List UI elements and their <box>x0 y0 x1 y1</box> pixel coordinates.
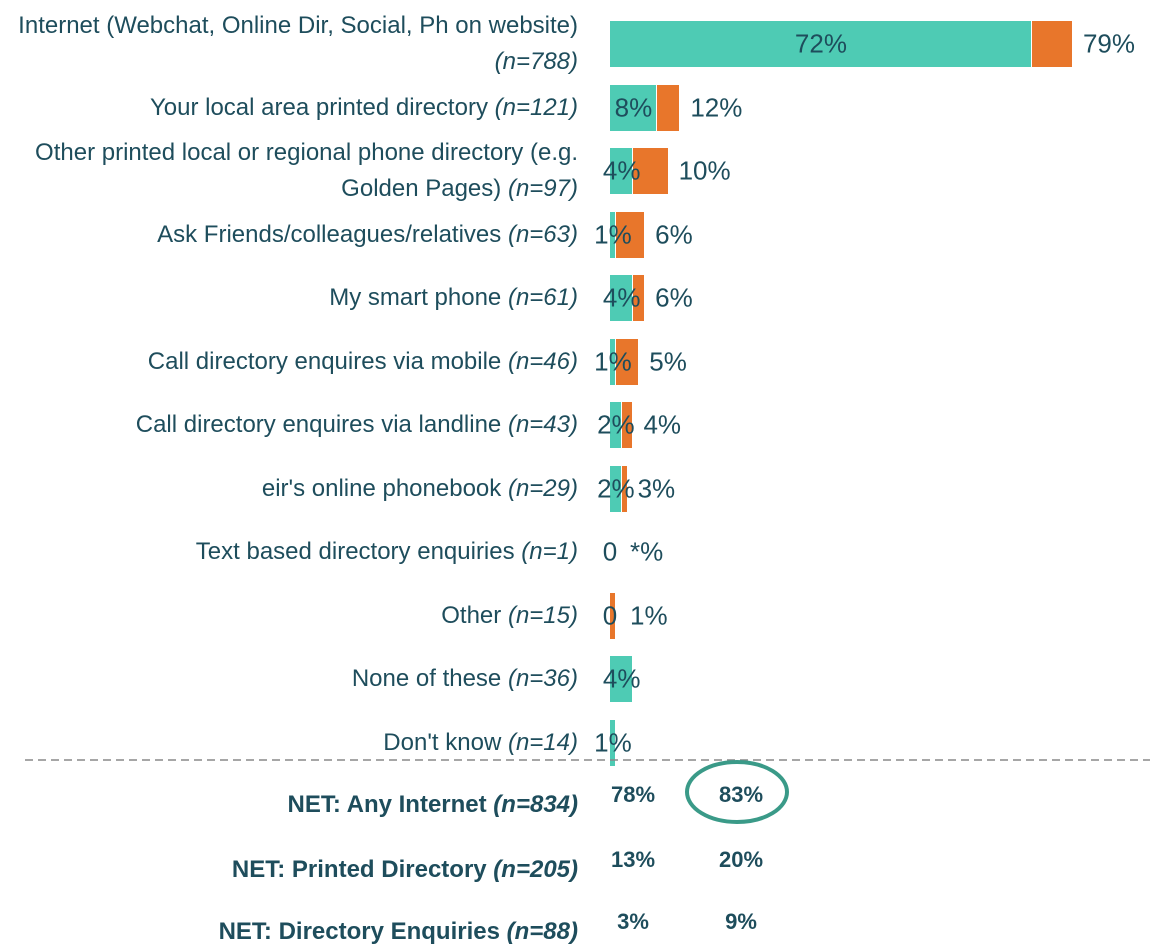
value-label: 0 <box>602 600 618 630</box>
net-first: 78% <box>610 782 656 807</box>
bar-segment <box>610 21 1032 67</box>
value-label: 1% <box>594 219 632 249</box>
total-label: 79% <box>1082 28 1135 59</box>
category-label: None of these (n=36) <box>13 661 578 697</box>
bar-segment <box>621 402 634 448</box>
category-text: None of these <box>351 665 502 692</box>
bar-segment <box>615 211 646 258</box>
value-label: 1% <box>594 346 632 376</box>
sample-size: (n=36) <box>507 665 578 692</box>
value-label: 2% <box>597 409 635 440</box>
category-label: Your local area printed directory (n=121… <box>13 90 578 126</box>
category-text: eir's online phonebook <box>261 474 502 502</box>
bar-segment <box>610 275 634 321</box>
net-total: 20% <box>718 847 764 872</box>
value-label: 72% <box>794 28 847 59</box>
bar-segment <box>615 338 640 385</box>
bar-segment <box>610 211 616 258</box>
value-label: 4% <box>602 663 641 694</box>
total-label: 5% <box>649 346 687 376</box>
bar-segment <box>610 148 634 194</box>
category-text: Don't know <box>383 728 502 756</box>
category-label: My smart phone (n=61) <box>13 280 578 316</box>
sample-size: (n=14) <box>507 728 578 756</box>
net-text: NET: Any Internet <box>287 791 487 818</box>
bar-segment <box>633 148 669 194</box>
bar-segment <box>621 465 628 512</box>
category-label: Ask Friends/colleagues/relatives (n=63) <box>13 217 578 253</box>
net-label: NET: Any Internet (n=834) <box>288 791 579 819</box>
sample-size: (n=46) <box>507 347 578 375</box>
net-first: 3% <box>617 909 649 934</box>
value-label: 8% <box>614 92 653 122</box>
bar-segment <box>610 656 634 702</box>
net-label: NET: Printed Directory (n=205) <box>232 856 578 884</box>
total-label: 1% <box>630 600 668 630</box>
total-label: 4% <box>643 409 682 440</box>
bar-segment <box>610 338 616 385</box>
sample-size: (n=15) <box>507 601 578 629</box>
bar-segment <box>610 84 657 131</box>
category-text: Call directory enquires via landline <box>135 411 502 438</box>
sample-size: (n=43) <box>507 411 578 438</box>
category-text: Text based directory enquiries <box>195 538 515 565</box>
category-text: Other <box>441 601 502 629</box>
category-label: Text based directory enquiries (n=1) <box>13 534 578 570</box>
net-text: NET: Directory Enquiries <box>218 918 500 945</box>
total-label: 10% <box>678 155 731 186</box>
net-text: NET: Printed Directory <box>231 856 487 883</box>
sample-size: (n=61) <box>507 284 578 311</box>
sample-size: (n=121) <box>494 93 578 121</box>
category-text: Ask Friends/colleagues/relatives <box>157 220 502 248</box>
total-label: 12% <box>690 92 743 122</box>
bar-segment <box>610 719 616 766</box>
bar-segment <box>1031 21 1073 67</box>
bar-segment <box>656 84 681 131</box>
total-label: 6% <box>655 219 693 249</box>
category-label: Other printed local or regional phone di… <box>13 135 578 207</box>
category-label: Call directory enquires via landline (n=… <box>13 407 578 443</box>
value-label: 1% <box>594 727 632 757</box>
category-text: Internet (Webchat, Online Dir, Social, P… <box>18 12 578 39</box>
category-label: Don't know (n=14) <box>13 725 578 761</box>
bar-segment <box>610 592 616 639</box>
category-label: eir's online phonebook (n=29) <box>13 471 578 507</box>
category-text: Other printed local or regional phone di… <box>35 139 578 202</box>
category-text: Your local area printed directory <box>149 93 488 121</box>
value-label: 4% <box>602 155 641 186</box>
category-label: Internet (Webchat, Online Dir, Social, P… <box>13 8 578 80</box>
bar-segment <box>633 275 646 321</box>
total-label: *% <box>630 536 664 567</box>
net-first: 13% <box>610 847 656 872</box>
category-label: Call directory enquires via mobile (n=46… <box>13 344 578 380</box>
sample-size: (n=97) <box>507 175 578 202</box>
net-sample-size: (n=205) <box>493 856 578 883</box>
sample-size: (n=788) <box>494 48 578 75</box>
bar-segment <box>610 402 622 448</box>
net-total: 83% <box>718 782 764 807</box>
category-text: My smart phone <box>329 284 502 311</box>
net-sample-size: (n=88) <box>506 918 578 945</box>
sample-size: (n=29) <box>507 474 578 502</box>
total-label: 6% <box>655 282 693 313</box>
net-sample-size: (n=834) <box>493 791 578 818</box>
category-text: Call directory enquires via mobile <box>147 347 502 375</box>
value-label: 0 <box>602 536 618 567</box>
net-total: 9% <box>725 909 757 934</box>
sample-size: (n=63) <box>507 220 578 248</box>
value-label: 4% <box>602 282 641 313</box>
bar-segment <box>610 465 622 512</box>
total-label: 3% <box>637 473 676 503</box>
sample-size: (n=1) <box>521 538 578 565</box>
net-label: NET: Directory Enquiries (n=88) <box>219 918 578 946</box>
value-label: 2% <box>597 473 635 503</box>
category-label: Other (n=15) <box>13 598 578 634</box>
